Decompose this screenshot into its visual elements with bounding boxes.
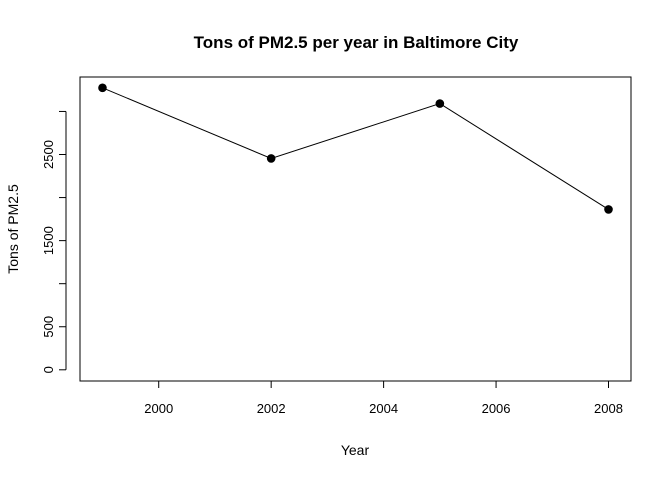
x-tick-label: 2008: [594, 401, 623, 416]
y-tick-label: 500: [41, 316, 56, 338]
data-point: [266, 154, 276, 163]
data-points: [98, 83, 613, 214]
y-axis-label: Tons of PM2.5: [5, 184, 21, 274]
y-tick-label: 2500: [41, 140, 56, 169]
plot-frame: [79, 76, 632, 382]
x-tick-label: 2002: [257, 401, 286, 416]
x-tick-label: 2004: [369, 401, 398, 416]
y-axis: 0 500 1500 2500: [41, 110, 67, 373]
y-tick-label: 1500: [41, 226, 56, 255]
x-axis-label: Year: [341, 442, 370, 458]
data-point: [98, 83, 107, 93]
data-point: [435, 99, 445, 108]
y-tick-label: 0: [41, 366, 56, 373]
data-point: [604, 205, 613, 214]
x-tick-label: 2000: [144, 401, 173, 416]
series-line: [102, 87, 609, 210]
chart-title: Tons of PM2.5 per year in Baltimore City: [194, 33, 519, 52]
x-axis: 2000 2002 2004 2006 2008: [144, 380, 623, 416]
x-tick-label: 2006: [482, 401, 511, 416]
